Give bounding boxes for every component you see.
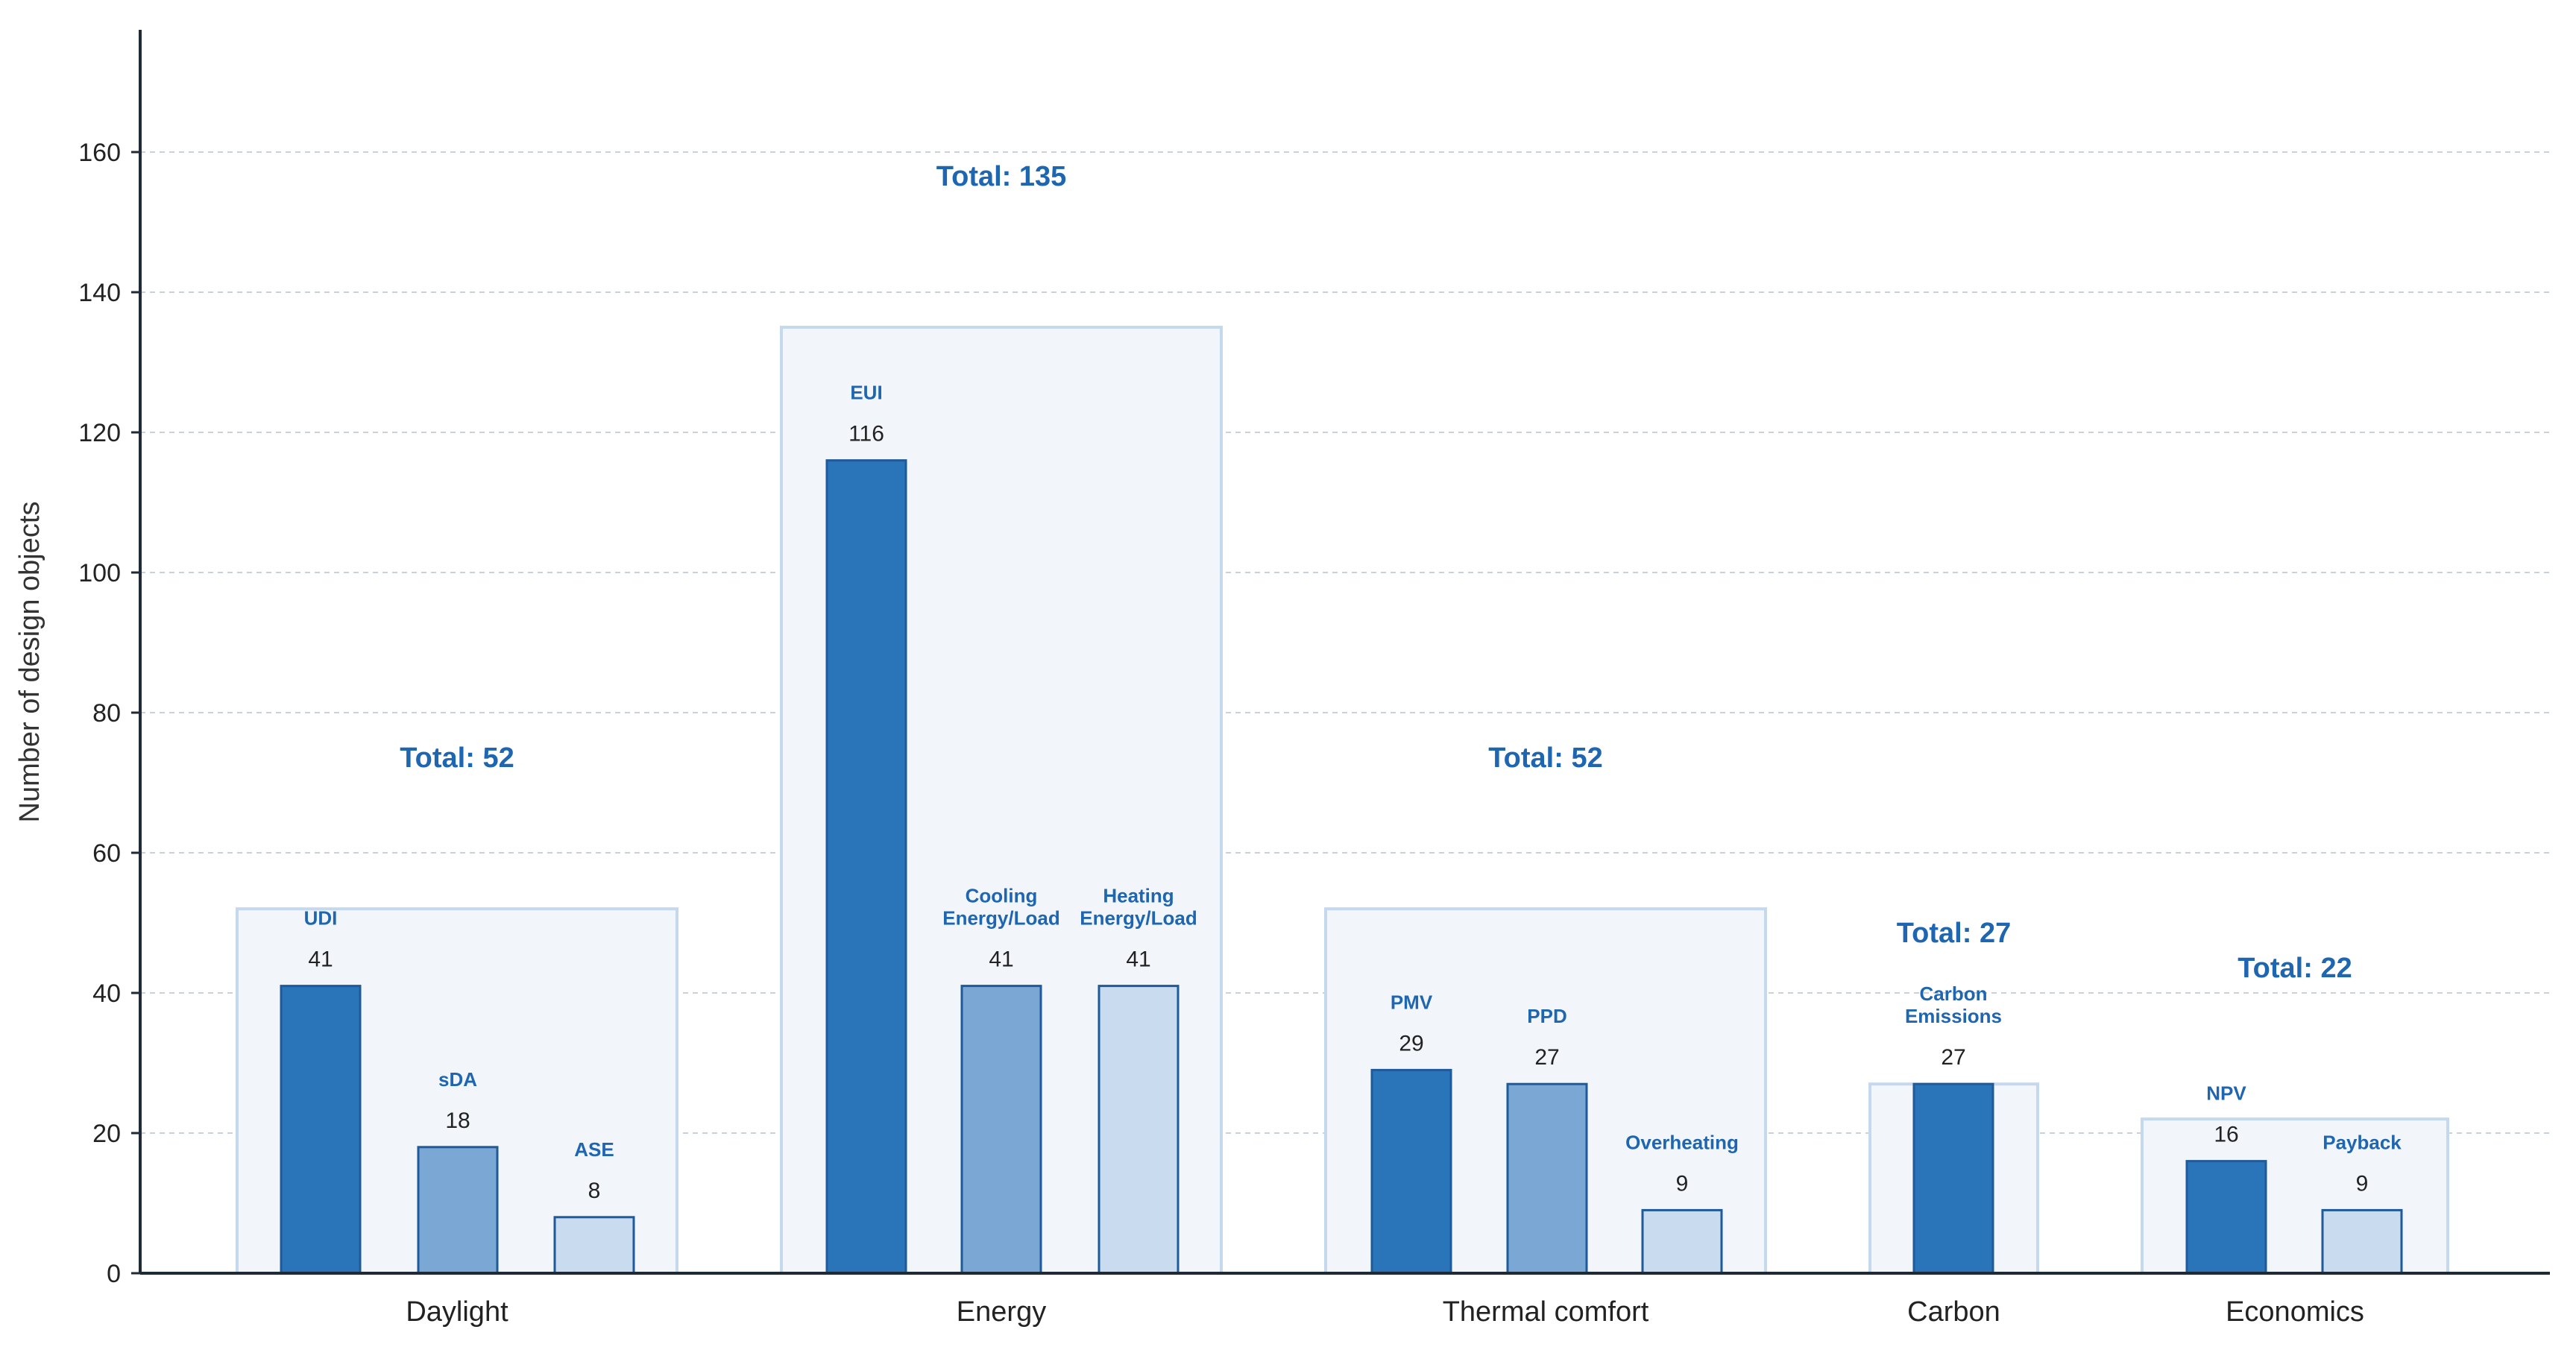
bar <box>1370 1068 1452 1275</box>
group-total-label: Total: 27 <box>1897 918 2011 949</box>
y-tick-label: 120 <box>78 419 121 447</box>
y-tick-label: 80 <box>92 699 121 728</box>
group-total-label: Total: 52 <box>1488 742 1602 774</box>
bar-name-label: sDA <box>438 1068 477 1091</box>
y-tick-label: 140 <box>78 279 121 307</box>
bar-value-label: 29 <box>1399 1031 1423 1056</box>
bar-name-label: NPV <box>2206 1082 2246 1105</box>
bar-name-label: UDI <box>304 907 338 930</box>
bar-name-label: Carbon Emissions <box>1905 982 2002 1027</box>
bar-value-label: 41 <box>989 947 1013 972</box>
y-tick-label: 160 <box>78 139 121 167</box>
bar-value-label: 9 <box>2356 1171 2369 1196</box>
category-label: Thermal comfort <box>1443 1296 1649 1328</box>
y-tick-label: 0 <box>107 1260 121 1288</box>
group-boxes <box>236 326 2449 1275</box>
bar-name-label: ASE <box>574 1138 614 1161</box>
group-total-label: Total: 135 <box>936 161 1067 192</box>
bar-value-label: 116 <box>848 422 884 447</box>
bar-name-label: PMV <box>1391 991 1433 1013</box>
bar-value-label: 9 <box>1676 1171 1689 1196</box>
bar-name-label: Payback <box>2323 1131 2402 1153</box>
y-axis-title: Number of design objects <box>14 502 45 823</box>
category-label: Carbon <box>1907 1296 2000 1328</box>
bar-value-label: 27 <box>1941 1045 1965 1070</box>
bar-value-label: 16 <box>2214 1123 2238 1147</box>
bar <box>960 985 1042 1275</box>
bar-name-label: EUI <box>850 382 882 404</box>
bar-name-label: Overheating <box>1625 1131 1739 1153</box>
bar-name-label: PPD <box>1527 1005 1566 1027</box>
bar <box>553 1216 635 1275</box>
bar-value-label: 41 <box>1126 947 1150 972</box>
category-label: Economics <box>2226 1296 2364 1328</box>
y-tick-label: 40 <box>92 980 121 1008</box>
category-label: Daylight <box>406 1296 508 1328</box>
y-tick-label: 60 <box>92 839 121 868</box>
bar <box>1912 1082 1994 1275</box>
bar-value-label: 8 <box>588 1179 601 1203</box>
y-tick-label: 100 <box>78 559 121 587</box>
bar-value-label: 27 <box>1534 1045 1559 1070</box>
group-total-label: Total: 22 <box>2238 953 2352 984</box>
bar <box>2185 1160 2267 1275</box>
bar <box>1506 1082 1588 1275</box>
bar <box>280 985 362 1275</box>
category-label: Energy <box>957 1296 1046 1328</box>
group-total-label: Total: 52 <box>400 742 514 774</box>
bar-value-label: 18 <box>445 1108 470 1133</box>
bar <box>2321 1208 2403 1275</box>
bar-value-label: 41 <box>308 947 333 972</box>
bar-labels: Total: 52 Daylight 41 UDI 18 sDA 8 ASE Total: 13… <box>304 161 2402 1328</box>
bars <box>280 459 2403 1275</box>
bar-name-label: Cooling Energy/Load <box>942 885 1059 930</box>
bar-name-label: Heating Energy/Load <box>1080 885 1197 930</box>
bar <box>1098 985 1180 1275</box>
y-tick-label: 20 <box>92 1120 121 1148</box>
bar <box>825 459 907 1275</box>
bar <box>1641 1208 1723 1275</box>
bar <box>417 1146 499 1275</box>
axes: 0 20 40 60 80 100 120 140 160 <box>78 30 2550 1288</box>
